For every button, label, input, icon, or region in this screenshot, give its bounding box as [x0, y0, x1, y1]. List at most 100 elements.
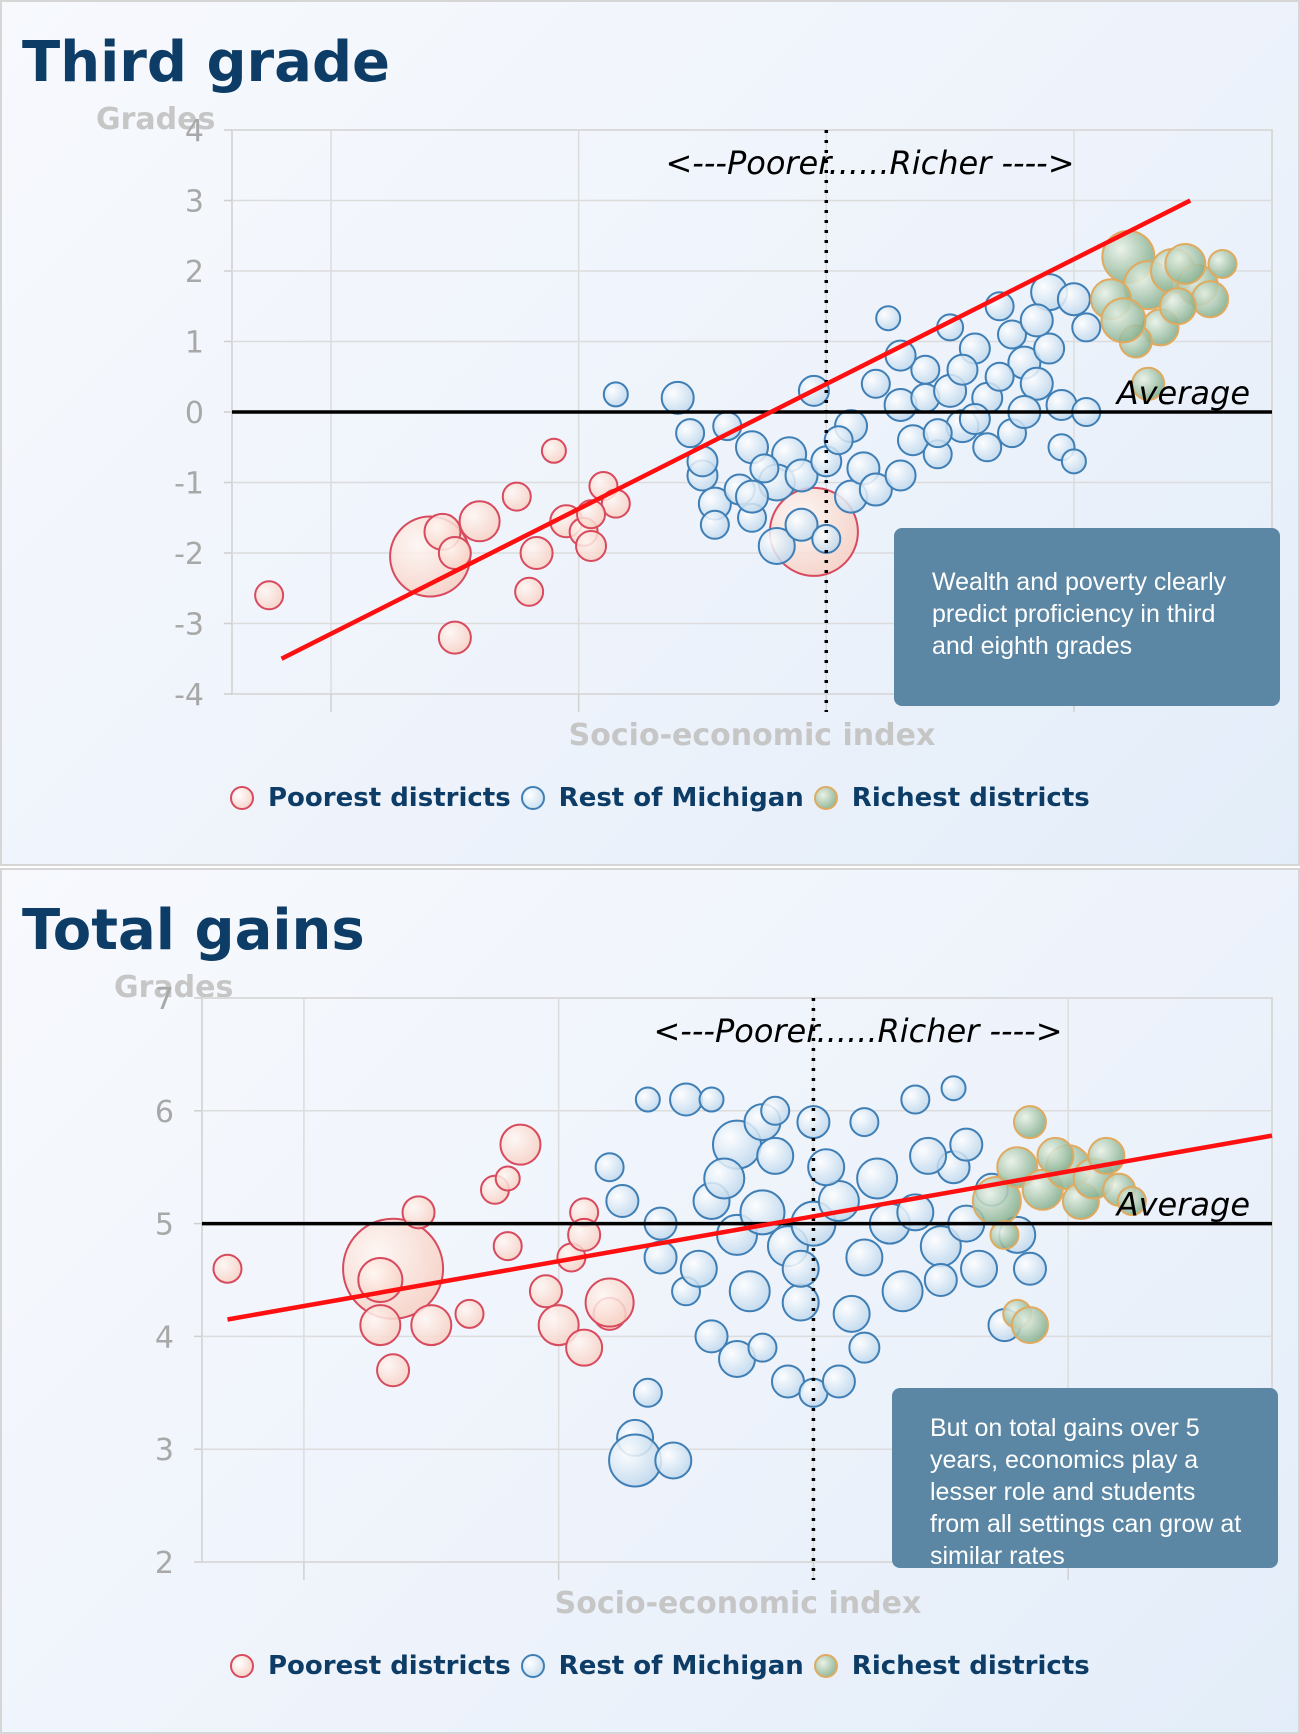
data-point	[514, 576, 545, 607]
y-tick-label: 3	[185, 185, 204, 220]
y-tick-label: 0	[185, 396, 204, 431]
data-point	[698, 1086, 725, 1113]
data-point	[1056, 282, 1091, 317]
y-axis-label: Grades	[96, 102, 216, 137]
data-point	[703, 1157, 746, 1200]
data-point	[875, 305, 902, 332]
data-point	[1191, 280, 1230, 319]
data-point	[784, 507, 819, 542]
legend-marker	[813, 786, 838, 810]
legend-marker	[230, 1654, 254, 1678]
chart-panel-third-grade: Third grade Grades 4 3 2 1 0 -1 -2 -3 -4 Average <…	[0, 0, 1300, 866]
data-point	[699, 509, 730, 540]
data-point	[757, 526, 796, 565]
y-tick-label: 6	[155, 1095, 174, 1130]
legend-item-richest: Richest districts	[813, 783, 1090, 813]
annotation-box: But on total gains over 5 years, economi…	[892, 1388, 1278, 1570]
scatter-plot: 4 3 2 1 0 -1 -2 -3 -4 Average <---Poorer......Rich…	[174, 114, 1273, 713]
data-point	[849, 1107, 880, 1138]
data-point	[900, 1084, 931, 1115]
y-tick-label: 2	[155, 1546, 174, 1581]
data-point	[856, 1157, 899, 1200]
data-point	[1116, 1186, 1147, 1217]
x-axis-label: Socio-economic index	[568, 718, 936, 753]
data-point	[756, 1136, 795, 1175]
y-tick-label: 1	[185, 326, 204, 361]
annotation-box: Wealth and poverty clearly predict profi…	[894, 528, 1280, 706]
data-point	[565, 1328, 604, 1367]
chart-title: Total gains	[22, 898, 365, 963]
data-point	[437, 620, 472, 655]
data-point	[1071, 312, 1102, 343]
chart-panel-total-gains: Total gains Grades 7 6 5 4 3 2 Average <---Poor…	[0, 868, 1300, 1734]
legend-label: Richest districts	[851, 1651, 1090, 1681]
data-point	[807, 1148, 846, 1187]
data-point	[454, 1298, 485, 1329]
data-point	[458, 500, 501, 543]
data-point	[881, 1270, 924, 1313]
data-point	[675, 418, 706, 449]
legend-marker	[813, 1654, 838, 1678]
data-point	[823, 425, 854, 456]
data-point	[747, 1332, 778, 1363]
data-point	[540, 437, 567, 464]
y-tick-label: -1	[174, 467, 204, 502]
data-point	[584, 1277, 635, 1328]
data-point	[1100, 297, 1147, 344]
legend-item-rest: Rest of Michigan	[520, 1651, 804, 1681]
legend-marker	[230, 786, 254, 810]
data-point	[1019, 366, 1054, 401]
y-tick-label: 7	[155, 982, 174, 1017]
data-point	[632, 1377, 663, 1408]
data-point	[1060, 448, 1087, 475]
legend-item-rest: Rest of Michigan	[520, 783, 804, 813]
y-tick-label: -4	[174, 678, 204, 713]
data-point	[811, 523, 842, 554]
data-point	[749, 453, 780, 484]
data-point	[884, 459, 917, 492]
legend-label: Poorest districts	[268, 783, 511, 813]
data-point	[909, 1136, 948, 1175]
data-point	[1010, 1306, 1049, 1345]
data-point	[401, 1195, 436, 1230]
data-point	[760, 1095, 791, 1126]
legend-label: Rest of Michigan	[558, 1651, 804, 1681]
data-point	[784, 458, 819, 493]
y-tick-label: -3	[174, 608, 204, 643]
data-point	[735, 479, 769, 514]
data-point	[845, 1238, 884, 1277]
data-point	[575, 529, 608, 562]
data-point	[860, 368, 891, 399]
data-point	[501, 481, 532, 512]
legend-marker	[520, 786, 545, 810]
data-point	[997, 319, 1027, 350]
data-point	[821, 1364, 856, 1399]
data-point	[960, 1249, 999, 1288]
y-axis-label: Grades	[114, 970, 234, 1005]
data-point	[781, 1249, 820, 1288]
legend-marker	[520, 1654, 545, 1678]
legend-item-poorest: Poorest districts	[230, 783, 511, 813]
data-point	[958, 403, 991, 436]
data-point	[728, 1270, 771, 1313]
data-point	[923, 1263, 958, 1297]
data-point	[848, 1331, 881, 1364]
data-point	[608, 1433, 663, 1488]
data-point	[1158, 287, 1197, 326]
legend-item-poorest: Poorest districts	[230, 1651, 511, 1681]
data-point	[212, 1253, 243, 1284]
data-point	[972, 432, 1003, 463]
data-point	[896, 1193, 935, 1232]
data-point	[654, 1441, 693, 1480]
data-point	[694, 1319, 729, 1354]
data-point	[922, 418, 953, 449]
legend: Poorest districts Rest of Michigan Riche…	[230, 1646, 1100, 1686]
divider-label: <---Poorer......Richer ---->	[653, 1012, 1062, 1050]
data-point	[832, 1294, 871, 1333]
y-tick-label: 5	[155, 1208, 174, 1243]
average-label: Average	[1115, 1186, 1250, 1224]
data-point	[537, 1304, 580, 1347]
x-axis-label: Socio-economic index	[554, 1586, 922, 1621]
data-point	[1012, 1251, 1047, 1286]
data-point	[940, 1075, 967, 1102]
